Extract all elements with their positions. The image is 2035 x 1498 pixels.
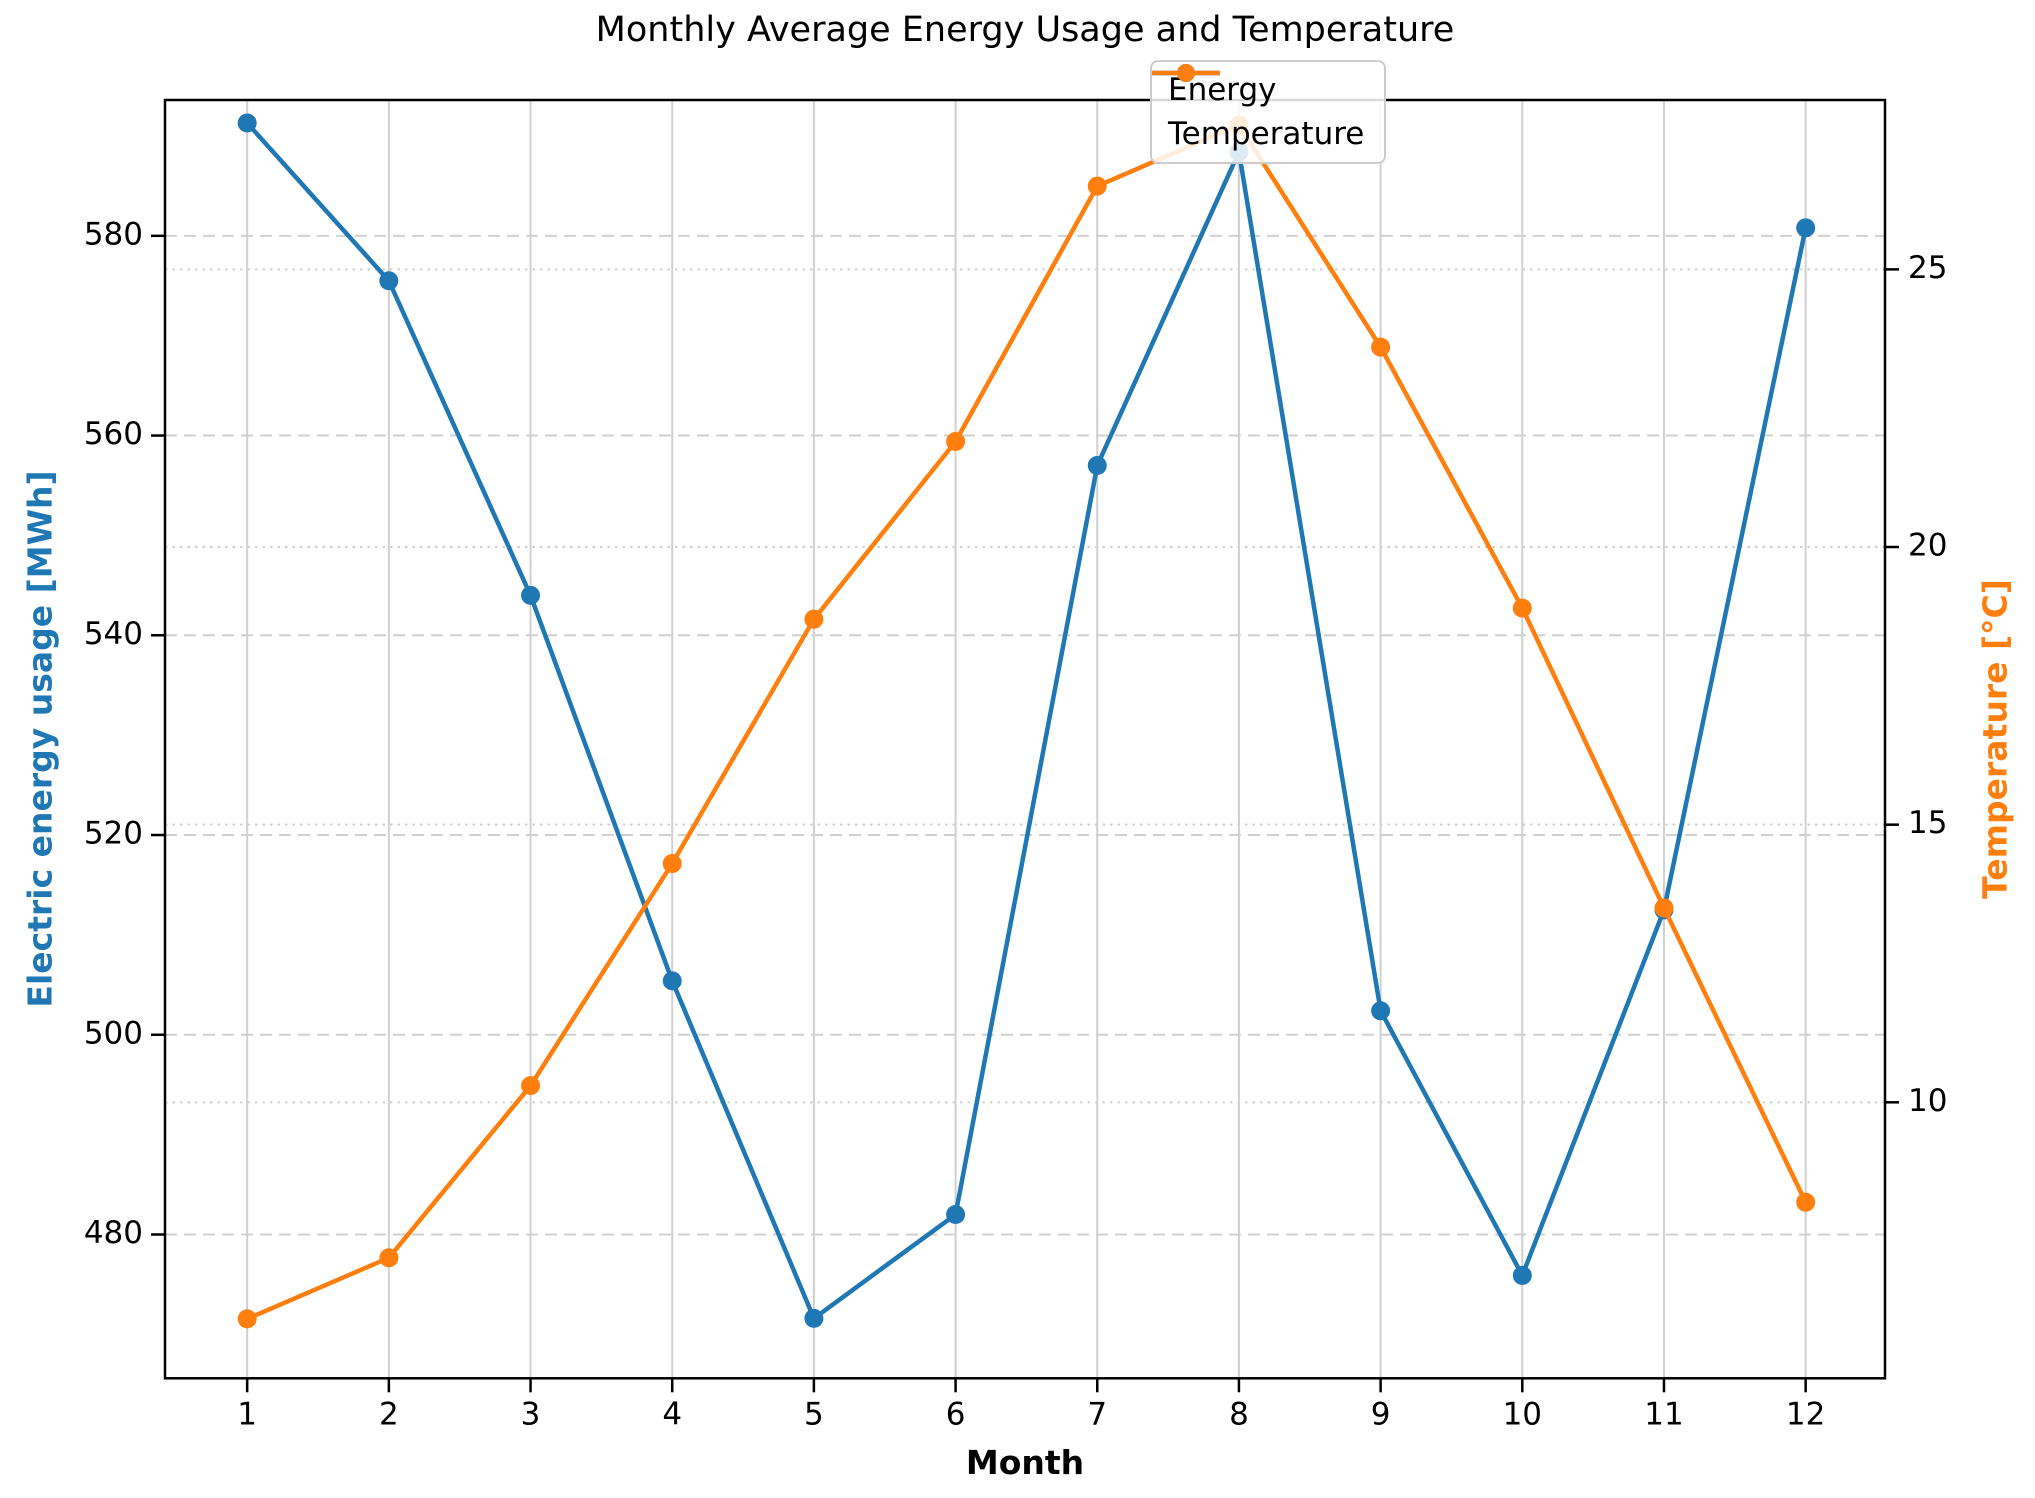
- right-axis-label: Temperature [°C]: [1975, 579, 2015, 899]
- x-tick-label: 12: [1786, 1397, 1825, 1433]
- right-tick-label: 10: [1908, 1083, 1947, 1119]
- temperature-marker: [237, 1309, 257, 1329]
- energy-marker: [662, 971, 682, 991]
- left-tick-label: 480: [84, 1215, 143, 1251]
- temperature-line: [246, 122, 1808, 1321]
- x-tick-label: 4: [662, 1397, 682, 1433]
- legend: Energy Temperature: [1150, 60, 1387, 164]
- left-axis-label: Electric energy usage [MWh]: [20, 470, 60, 1008]
- x-tick-label: 3: [521, 1397, 541, 1433]
- right-tick-label: 25: [1908, 250, 1947, 286]
- temperature-legend-marker: [1177, 64, 1195, 82]
- x-tick-label: 7: [1087, 1397, 1107, 1433]
- energy-marker: [1796, 218, 1816, 238]
- right-tick-label: 20: [1908, 528, 1947, 564]
- temperature-marker: [804, 609, 824, 629]
- right-tick-label: 15: [1908, 805, 1947, 841]
- energy-marker: [1512, 1265, 1532, 1285]
- temperature-marker: [1371, 337, 1391, 357]
- energy-marker: [1087, 456, 1107, 476]
- x-tick-label: 8: [1229, 1397, 1249, 1433]
- x-tick-label: 11: [1644, 1397, 1683, 1433]
- temperature-marker: [379, 1248, 399, 1268]
- left-tick-label: 580: [84, 216, 143, 252]
- x-axis-label: Month: [965, 1443, 1085, 1482]
- energy-marker: [521, 585, 541, 605]
- temperature-marker: [521, 1076, 541, 1096]
- left-tick-label: 540: [84, 616, 143, 652]
- legend-label: Temperature: [1168, 116, 1365, 152]
- chart-title: Monthly Average Energy Usage and Tempera…: [595, 10, 1455, 50]
- energy-marker: [237, 113, 257, 133]
- left-tick-label: 500: [84, 1015, 143, 1051]
- plot-border: [163, 98, 1887, 1380]
- x-tick-label: 1: [237, 1397, 257, 1433]
- temperature-legend-sample: [1152, 64, 1220, 82]
- left-tick-label: 560: [84, 416, 143, 452]
- x-tick-label: 6: [946, 1397, 966, 1433]
- energy-marker: [946, 1205, 966, 1225]
- energy-marker: [804, 1308, 824, 1328]
- x-tick-label: 10: [1503, 1397, 1542, 1433]
- temperature-marker: [1512, 598, 1532, 618]
- temperature-marker: [1796, 1192, 1816, 1212]
- energy-marker: [379, 271, 399, 291]
- temperature-marker: [946, 432, 966, 452]
- x-tick-label: 2: [379, 1397, 399, 1433]
- energy-line: [245, 121, 1808, 1321]
- x-tick-label: 9: [1371, 1397, 1391, 1433]
- energy-marker: [1371, 1001, 1391, 1021]
- temperature-marker: [1087, 176, 1107, 196]
- x-tick-label: 5: [804, 1397, 824, 1433]
- temperature-marker: [1654, 898, 1674, 918]
- left-tick-label: 520: [84, 816, 143, 852]
- temperature-marker: [662, 854, 682, 874]
- legend-item-temperature: Temperature: [1152, 64, 1365, 152]
